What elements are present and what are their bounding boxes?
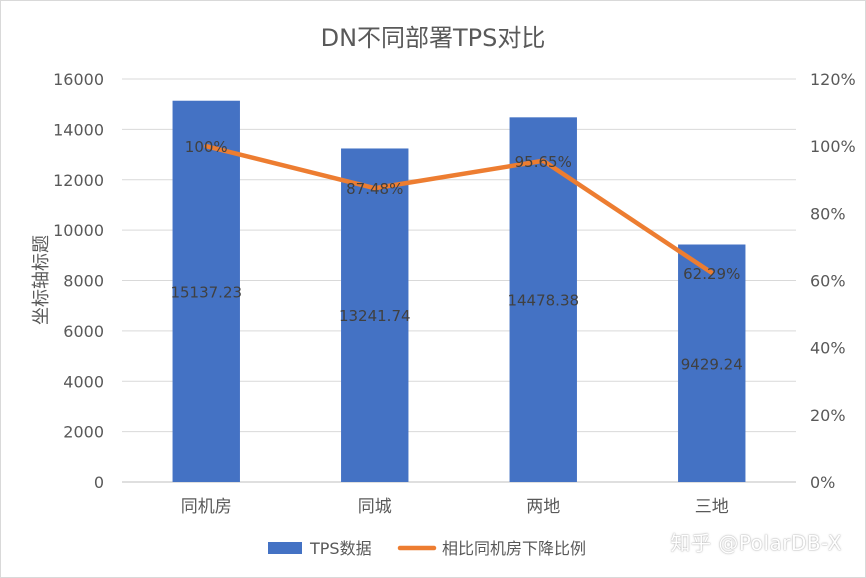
y-tick-label: 14000 bbox=[53, 120, 104, 139]
watermark: 知乎 @PolarDB-X bbox=[670, 531, 842, 555]
line-data-label: 100% bbox=[185, 138, 228, 156]
bar-data-label: 13241.74 bbox=[339, 307, 411, 325]
x-tick-label: 同城 bbox=[358, 497, 392, 517]
category-axis-labels: 同机房 同城 两地 三地 bbox=[181, 497, 729, 517]
line-point bbox=[541, 158, 546, 163]
y-tick-label: 10000 bbox=[53, 221, 104, 240]
line-series-path bbox=[204, 143, 714, 276]
x-tick-label: 三地 bbox=[695, 497, 729, 517]
bar-data-label: 14478.38 bbox=[507, 292, 579, 310]
y2-tick-label: 20% bbox=[810, 406, 846, 425]
legend-swatch-bar bbox=[268, 542, 302, 554]
line-data-label: 62.29% bbox=[683, 265, 740, 283]
y2-tick-label: 0% bbox=[810, 473, 835, 492]
bar-data-label: 15137.23 bbox=[170, 283, 242, 301]
bar-series bbox=[172, 100, 746, 482]
y2-tick-label: 60% bbox=[810, 272, 846, 291]
line-data-label: 95.65% bbox=[515, 153, 572, 171]
y2-tick-label: 120% bbox=[810, 70, 856, 89]
line-point bbox=[204, 144, 209, 149]
y-tick-label: 2000 bbox=[63, 423, 104, 442]
line-series bbox=[204, 143, 714, 276]
bar-data-label: 9429.24 bbox=[681, 355, 743, 373]
chart-title: DN不同部署TPS对比 bbox=[321, 24, 546, 52]
y-tick-label: 4000 bbox=[63, 372, 104, 391]
x-tick-label: 同机房 bbox=[181, 497, 232, 517]
legend-label-bar: TPS数据 bbox=[309, 539, 372, 558]
right-axis-ticks: 0% 20% 40% 60% 80% 100% 120% bbox=[810, 70, 856, 492]
legend: TPS数据 相比同机房下降比例 bbox=[268, 539, 586, 558]
bar-data-labels: 15137.23 13241.74 14478.38 9429.24 bbox=[170, 283, 742, 373]
line-point bbox=[709, 270, 714, 275]
left-axis-ticks: 0 2000 4000 6000 8000 10000 12000 14000 16000 bbox=[53, 70, 104, 492]
x-tick-label: 两地 bbox=[526, 497, 560, 517]
line-data-labels: 100% 87.48% 95.65% 62.29% bbox=[185, 138, 741, 283]
y-tick-label: 16000 bbox=[53, 70, 104, 89]
y-tick-label: 12000 bbox=[53, 171, 104, 190]
y2-tick-label: 80% bbox=[810, 204, 846, 223]
bar bbox=[678, 244, 746, 482]
y-tick-label: 6000 bbox=[63, 322, 104, 341]
y2-tick-label: 40% bbox=[810, 339, 846, 358]
bar bbox=[341, 148, 409, 482]
y-axis-title: 坐标轴标题 bbox=[31, 235, 52, 325]
y-tick-label: 0 bbox=[94, 473, 104, 492]
y2-tick-label: 100% bbox=[810, 137, 856, 156]
line-point bbox=[372, 186, 377, 191]
line-data-label: 87.48% bbox=[346, 180, 403, 198]
y-tick-label: 8000 bbox=[63, 272, 104, 291]
legend-label-line: 相比同机房下降比例 bbox=[442, 539, 586, 558]
bar bbox=[172, 100, 240, 482]
